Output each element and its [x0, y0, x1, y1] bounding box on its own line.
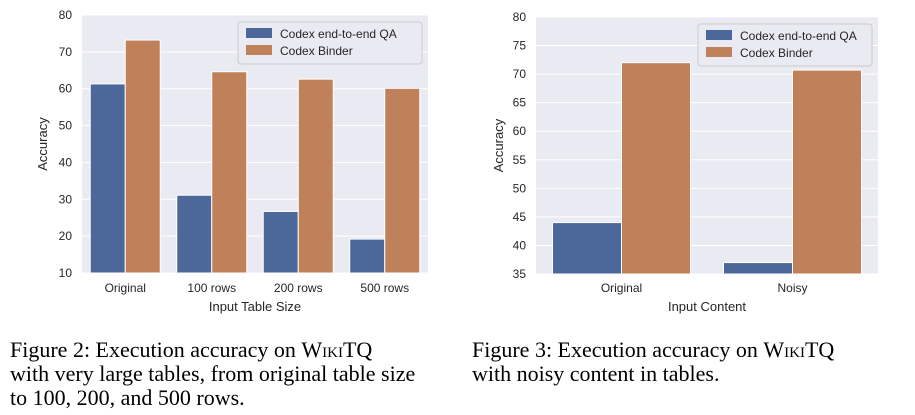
figure-3-caption-line2: with noisy content in tables. [472, 361, 720, 386]
y-axis-label: Accuracy [35, 117, 50, 171]
legend-swatch [246, 28, 272, 38]
y-tick-label: 70 [513, 67, 527, 81]
bar-binder [211, 71, 248, 274]
figure-3-caption-prefix: Figure 3: Execution accuracy on [472, 337, 764, 362]
y-tick-label: 65 [513, 96, 527, 110]
legend-box [697, 23, 873, 67]
bar-binder [621, 62, 691, 275]
x-tick-label: Original [601, 281, 642, 295]
legend-swatch [706, 47, 732, 57]
y-axis-label: Accuracy [491, 118, 506, 172]
x-tick-label: 500 rows [360, 281, 409, 295]
bar-qa [262, 210, 299, 274]
y-tick-label: 55 [513, 153, 527, 167]
x-tick-label: Original [105, 281, 146, 295]
y-tick-label: 70 [59, 45, 73, 59]
legend-label: Codex Binder [280, 44, 353, 58]
y-tick-label: 75 [513, 39, 527, 53]
legend-label: Codex Binder [740, 46, 813, 60]
bar-binder [384, 87, 421, 274]
y-tick-label: 60 [513, 124, 527, 138]
y-tick-label: 20 [59, 229, 73, 243]
y-tick-label: 40 [59, 155, 73, 169]
bar-qa [723, 262, 793, 275]
bar-qa [176, 194, 213, 274]
legend-box [237, 21, 423, 65]
chart-1: 10 20 30 40 50 60 70 80 Original 100 rows 200 rows… [35, 8, 428, 314]
chart-2: 35 40 45 50 55 60 65 70 75 80 Original Noisy Input C… [491, 10, 878, 314]
legend-swatch [706, 30, 732, 40]
y-tick-label: 30 [59, 192, 73, 206]
figure-2-caption: Figure 2: Execution accuracy on WikiTQ w… [10, 338, 460, 410]
y-tick-label: 80 [59, 8, 73, 22]
y-tick-label: 50 [513, 181, 527, 195]
y-tick-label: 80 [513, 10, 527, 24]
legend: Codex end-to-end QA Codex Binder [237, 21, 423, 65]
x-tick-label: Noisy [777, 281, 807, 295]
bar-binder [124, 39, 161, 274]
bar-qa [552, 222, 622, 275]
figure-2-caption-line3: to 100, 200, and 500 rows. [10, 385, 245, 410]
x-axis-label: Input Table Size [209, 299, 301, 314]
figure-3-caption: Figure 3: Execution accuracy on WikiTQ w… [472, 338, 912, 386]
bar-binder [297, 78, 334, 274]
x-tick-label: 200 rows [274, 281, 323, 295]
x-tick-label: 100 rows [187, 281, 236, 295]
legend-swatch [246, 45, 272, 55]
y-tick-label: 35 [513, 267, 527, 281]
legend: Codex end-to-end QA Codex Binder [697, 23, 873, 67]
y-tick-label: 10 [59, 266, 73, 280]
figure-2-caption-line2: with very large tables, from original ta… [10, 361, 416, 386]
figure-2-caption-prefix: Figure 2: Execution accuracy on [10, 337, 302, 362]
y-tick-label: 60 [59, 82, 73, 96]
x-axis-label: Input Content [668, 299, 746, 314]
bar-qa [349, 238, 386, 274]
figure-3-dataset-name: WikiTQ [763, 337, 835, 362]
y-tick-label: 40 [513, 238, 527, 252]
bar-binder [792, 69, 862, 275]
y-tick-label: 45 [513, 210, 527, 224]
legend-label: Codex end-to-end QA [740, 29, 857, 43]
y-tick-label: 50 [59, 119, 73, 133]
figure-charts: 10 20 30 40 50 60 70 80 Original 100 rows 200 rows… [35, 8, 878, 314]
bar-qa [89, 83, 126, 274]
legend-label: Codex end-to-end QA [280, 27, 397, 41]
figure-2-dataset-name: WikiTQ [301, 337, 373, 362]
